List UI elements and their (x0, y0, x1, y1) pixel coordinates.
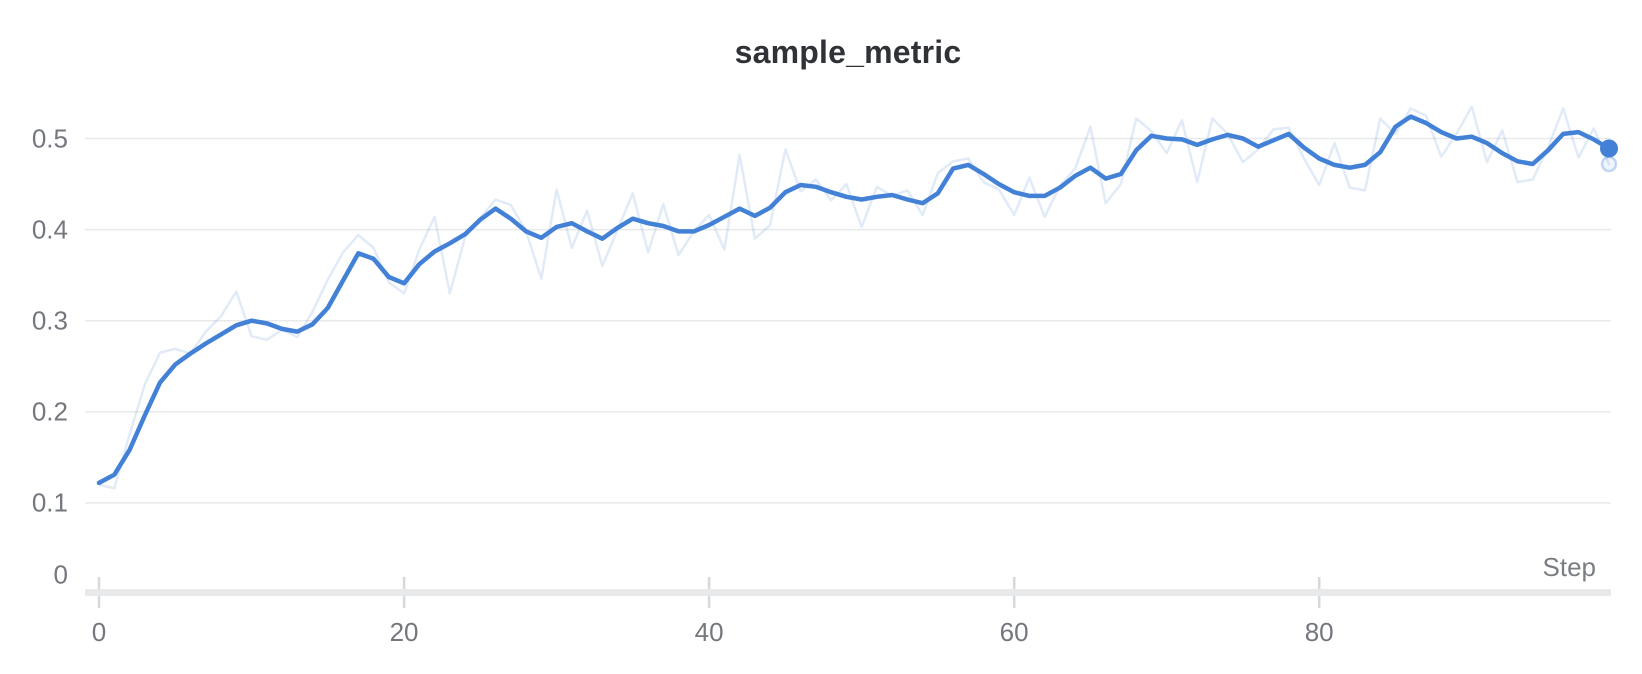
smoothed-endpoint-dot[interactable] (1600, 139, 1618, 158)
x-tick-label-80: 80 (1304, 617, 1334, 647)
x-tick-label-40: 40 (694, 617, 724, 647)
y-tick-label-0.5: 0.5 (31, 123, 68, 153)
x-axis-bar[interactable] (85, 589, 1611, 596)
y-tick-label-0.3: 0.3 (31, 305, 68, 336)
x-tick-label-0: 0 (91, 617, 107, 647)
smoothed-line (96, 114, 1612, 486)
y-tick-label-0.2: 0.2 (31, 396, 68, 427)
raw-endpoint-marker (1600, 155, 1618, 173)
x-tick-label-60: 60 (999, 617, 1029, 647)
y-tick-label-0.1: 0.1 (31, 487, 68, 518)
chart-title: sample_metric (734, 34, 962, 70)
x-axis-title: Step (1542, 552, 1597, 582)
raw-line (97, 105, 1611, 490)
x-tick-label-20: 20 (389, 617, 419, 647)
y-tick-label-0: 0 (53, 559, 68, 590)
y-tick-label-0.4: 0.4 (31, 214, 68, 245)
